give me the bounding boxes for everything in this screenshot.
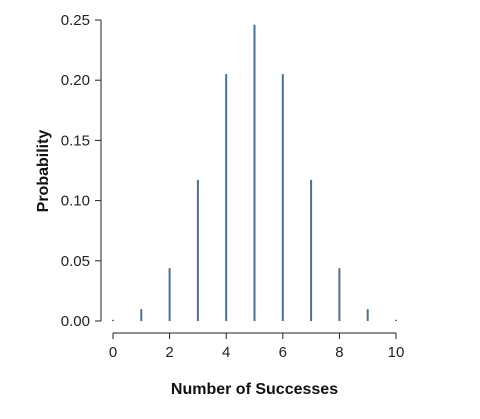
y-tick-label: 0.20: [61, 72, 90, 89]
y-tick-label: 0.10: [61, 193, 90, 210]
bar-0: [112, 319, 114, 321]
y-tick-label: 0.00: [61, 313, 90, 330]
x-tick-label: 8: [335, 344, 343, 361]
bar-1: [140, 309, 143, 321]
bar-8: [338, 268, 341, 321]
y-axis: 0.00 0.05 0.10 0.15 0.20 0.25: [61, 12, 102, 330]
bar-4: [225, 74, 228, 321]
y-axis-title: Probability: [35, 130, 52, 213]
x-tick-label: 2: [165, 344, 173, 361]
x-axis-title: Number of Successes: [171, 381, 338, 398]
x-tick-label: 10: [388, 344, 405, 361]
y-tick-label: 0.25: [61, 12, 90, 29]
x-tick-label: 4: [222, 344, 230, 361]
bar-10: [395, 319, 397, 321]
bar-series: [112, 24, 397, 322]
bar-9: [366, 309, 369, 321]
bar-6: [281, 74, 284, 321]
y-tick-label: 0.15: [61, 132, 90, 149]
x-axis: 0 2 4 6 8 10: [109, 332, 405, 361]
bar-7: [310, 179, 313, 321]
y-tick-label: 0.05: [61, 253, 90, 270]
bar-3: [196, 179, 199, 321]
x-tick-label: 0: [109, 344, 117, 361]
y-axis-ticks: 0.00 0.05 0.10 0.15 0.20 0.25: [61, 12, 101, 330]
x-tick-label: 6: [279, 344, 287, 361]
bar-2: [168, 268, 171, 321]
x-axis-ticks: 0 2 4 6 8 10: [109, 333, 405, 361]
bar-5: [253, 24, 256, 322]
